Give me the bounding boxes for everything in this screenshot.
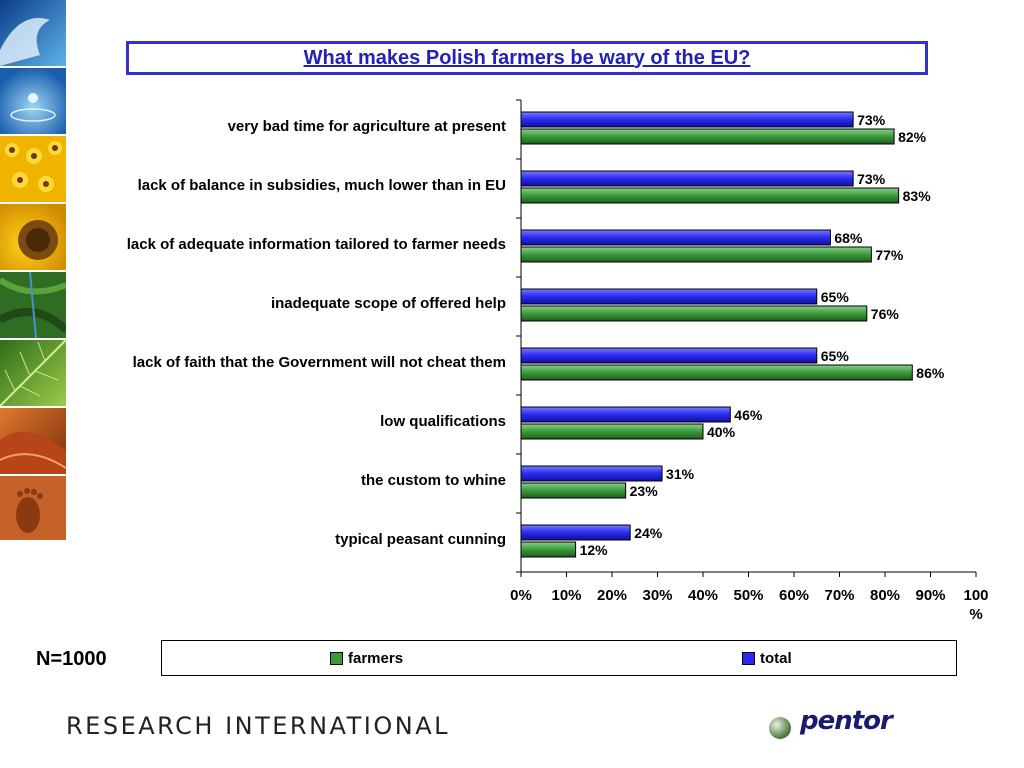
bar-total (520, 288, 818, 305)
value-label-total: 73% (857, 112, 886, 128)
x-tick-label: 0% (510, 587, 532, 604)
legend-item-total: total (742, 650, 792, 667)
value-label-total: 46% (734, 407, 763, 423)
bar-farmers (520, 541, 577, 558)
value-label-total: 73% (857, 171, 886, 187)
research-international-brand: RESEARCH INTERNATIONAL (66, 712, 450, 740)
value-label-farmers: 40% (707, 424, 736, 440)
desert-dunes-image (0, 408, 66, 474)
category-label: low qualifications (380, 413, 506, 430)
value-label-farmers: 86% (916, 365, 945, 381)
value-label-farmers: 23% (630, 483, 659, 499)
value-label-farmers: 12% (580, 542, 609, 558)
legend-label-farmers: farmers (348, 650, 404, 667)
sample-size-note: N=1000 (36, 648, 107, 670)
value-label-total: 24% (634, 525, 663, 541)
bar-total (520, 347, 818, 364)
category-label: the custom to whine (361, 472, 506, 489)
value-label-farmers: 82% (898, 129, 927, 145)
chart-title: What makes Polish farmers be wary of the… (303, 46, 751, 69)
category-label: typical peasant cunning (335, 531, 506, 548)
green-field-image (0, 271, 66, 339)
x-tick-label: 30% (642, 587, 672, 604)
value-label-farmers: 83% (903, 188, 932, 204)
leaf-image (0, 339, 66, 407)
value-label-farmers: 77% (875, 247, 904, 263)
value-label-total: 31% (666, 466, 695, 482)
x-tick-label: 60% (779, 587, 809, 604)
category-label: lack of faith that the Government will n… (133, 354, 506, 371)
x-tick-label: 80% (870, 587, 900, 604)
x-tick-label: 70% (824, 587, 854, 604)
legend-label-total: total (760, 650, 792, 667)
bar-chart: very bad time for agriculture at present… (127, 99, 989, 623)
wave-image (0, 0, 66, 66)
value-label-total: 65% (821, 289, 850, 305)
category-label: inadequate scope of offered help (271, 295, 506, 312)
value-label-farmers: 76% (871, 306, 900, 322)
pentor-logo-icon (769, 717, 791, 739)
legend-item-farmers: farmers (330, 650, 403, 667)
x-tick-label: 100 (963, 587, 988, 604)
pentor-logo-text: pentor (800, 706, 893, 736)
chart-title-box: What makes Polish farmers be wary of the… (126, 41, 928, 75)
sunflower-field-image (0, 136, 66, 202)
x-tick-label: 40% (688, 587, 718, 604)
bar-farmers (520, 364, 913, 381)
bar-farmers (520, 482, 627, 499)
x-tick-label: 10% (551, 587, 581, 604)
category-label: lack of adequate information tailored to… (127, 236, 506, 253)
category-label: lack of balance in subsidies, much lower… (138, 177, 506, 194)
bar-total (520, 524, 631, 541)
x-tick-label: 20% (597, 587, 627, 604)
value-label-total: 65% (821, 348, 850, 364)
legend-swatch-total (742, 652, 755, 665)
water-drop-image (0, 68, 66, 134)
bar-total (520, 465, 663, 482)
x-tick-label: % (969, 606, 982, 623)
value-label-total: 68% (834, 230, 863, 246)
bar-farmers (520, 187, 900, 204)
x-tick-label: 90% (915, 587, 945, 604)
bar-total (520, 406, 731, 423)
legend-swatch-farmers (330, 652, 343, 665)
chart-legend: farmers total (161, 640, 957, 676)
bar-farmers (520, 246, 872, 263)
x-tick-label: 50% (733, 587, 763, 604)
category-label: very bad time for agriculture at present (228, 118, 506, 135)
bar-farmers (520, 128, 895, 145)
side-image-strip (0, 0, 66, 540)
bar-total (520, 229, 831, 246)
footprint-image (0, 476, 66, 540)
bar-total (520, 170, 854, 187)
sunflower-image (0, 204, 66, 270)
bar-farmers (520, 423, 704, 440)
bar-farmers (520, 305, 868, 322)
bar-total (520, 111, 854, 128)
